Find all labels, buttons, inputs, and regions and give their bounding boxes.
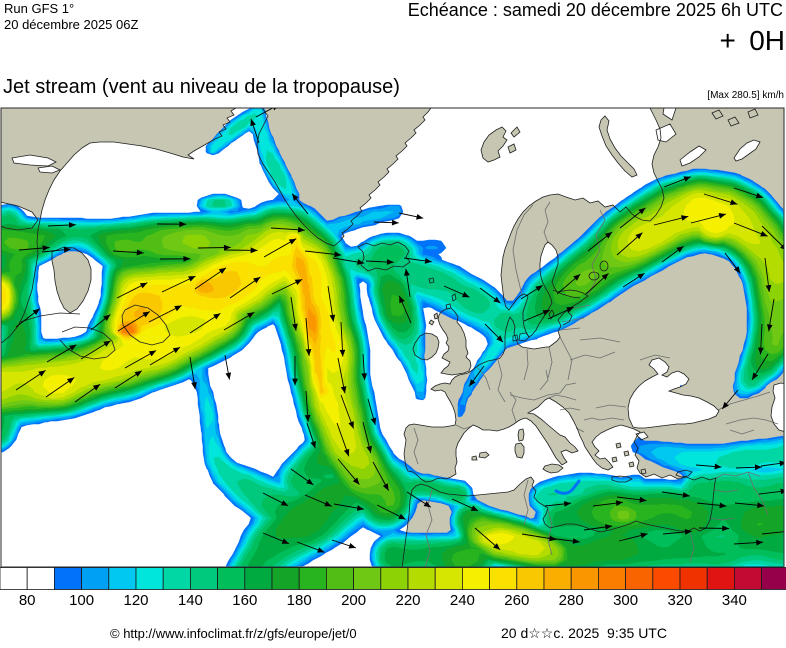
svg-text:280: 280 (559, 592, 584, 609)
svg-text:200: 200 (341, 592, 366, 609)
svg-text:120: 120 (123, 592, 148, 609)
svg-text:160: 160 (232, 592, 257, 609)
svg-text:220: 220 (395, 592, 420, 609)
svg-text:180: 180 (287, 592, 312, 609)
svg-text:300: 300 (613, 592, 638, 609)
svg-text:320: 320 (667, 592, 692, 609)
svg-text:240: 240 (450, 592, 475, 609)
svg-text:260: 260 (504, 592, 529, 609)
svg-text:100: 100 (69, 592, 94, 609)
svg-text:140: 140 (178, 592, 203, 609)
svg-text:80: 80 (19, 592, 36, 609)
svg-text:340: 340 (722, 592, 747, 609)
